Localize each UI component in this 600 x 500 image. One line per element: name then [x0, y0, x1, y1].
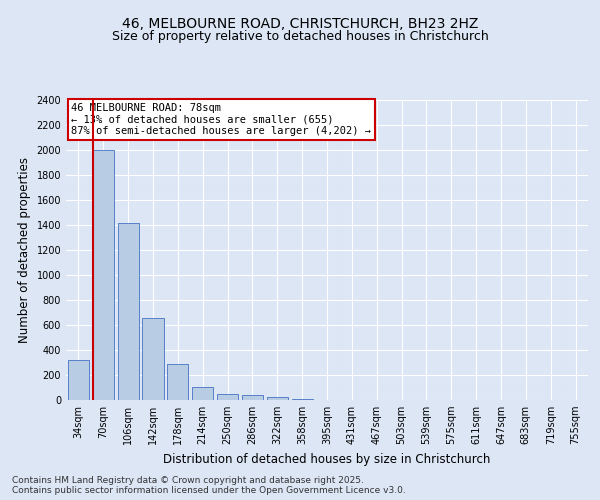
Bar — [217, 394, 238, 400]
Bar — [93, 150, 114, 400]
Bar — [118, 222, 139, 400]
Bar — [267, 397, 288, 400]
Text: 46 MELBOURNE ROAD: 78sqm
← 13% of detached houses are smaller (655)
87% of semi-: 46 MELBOURNE ROAD: 78sqm ← 13% of detach… — [71, 103, 371, 136]
Bar — [242, 395, 263, 400]
Bar — [167, 364, 188, 400]
Bar — [68, 360, 89, 400]
Text: Contains HM Land Registry data © Crown copyright and database right 2025.: Contains HM Land Registry data © Crown c… — [12, 476, 364, 485]
Text: Contains public sector information licensed under the Open Government Licence v3: Contains public sector information licen… — [12, 486, 406, 495]
Y-axis label: Number of detached properties: Number of detached properties — [18, 157, 31, 343]
Text: 46, MELBOURNE ROAD, CHRISTCHURCH, BH23 2HZ: 46, MELBOURNE ROAD, CHRISTCHURCH, BH23 2… — [122, 18, 478, 32]
X-axis label: Distribution of detached houses by size in Christchurch: Distribution of detached houses by size … — [163, 452, 491, 466]
Text: Size of property relative to detached houses in Christchurch: Size of property relative to detached ho… — [112, 30, 488, 43]
Bar — [142, 318, 164, 400]
Bar — [292, 399, 313, 400]
Bar — [192, 387, 213, 400]
